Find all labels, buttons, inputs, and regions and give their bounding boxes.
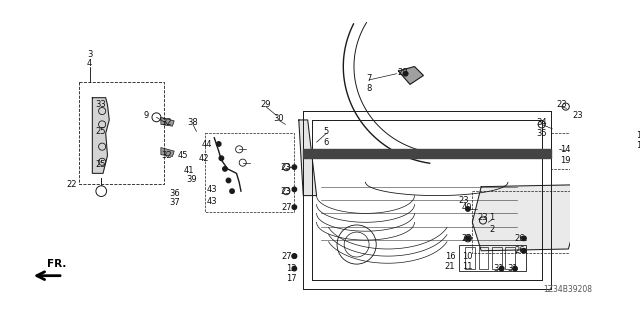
Bar [459, 244, 525, 271]
Circle shape [292, 266, 296, 271]
Text: 23: 23 [556, 100, 566, 109]
Text: 1: 1 [489, 213, 495, 222]
Text: 13: 13 [636, 131, 640, 140]
Text: 22: 22 [67, 180, 77, 189]
Text: 30: 30 [273, 114, 284, 123]
Circle shape [292, 205, 296, 209]
Text: 25: 25 [95, 127, 106, 136]
Circle shape [227, 178, 231, 183]
Bar [465, 247, 475, 268]
Text: 11: 11 [461, 262, 472, 271]
Text: 23: 23 [458, 196, 468, 204]
Text: 19: 19 [561, 156, 571, 164]
Text: 18: 18 [636, 141, 640, 150]
Text: 43: 43 [206, 197, 217, 206]
Text: 26: 26 [514, 234, 525, 243]
Text: 35: 35 [536, 129, 547, 138]
Text: 32: 32 [161, 118, 172, 127]
Circle shape [466, 207, 470, 211]
Text: FR.: FR. [47, 259, 67, 268]
Text: 17: 17 [286, 274, 297, 283]
Text: 44: 44 [202, 140, 212, 149]
Text: 2: 2 [489, 225, 495, 234]
Polygon shape [399, 67, 424, 84]
Bar [505, 247, 515, 268]
Text: 3: 3 [87, 51, 92, 60]
Text: 28: 28 [397, 68, 408, 77]
Text: 23: 23 [477, 213, 488, 222]
Text: 6: 6 [324, 138, 329, 147]
Text: 21: 21 [445, 262, 455, 271]
Text: 27: 27 [281, 252, 292, 260]
Text: 32: 32 [161, 151, 172, 160]
Circle shape [513, 266, 517, 271]
Text: 12: 12 [287, 264, 297, 273]
Bar [79, 82, 164, 184]
Text: 29: 29 [260, 100, 271, 109]
Text: 1Z34B39208: 1Z34B39208 [543, 284, 593, 293]
Text: 16: 16 [445, 252, 456, 260]
Polygon shape [299, 120, 317, 196]
Circle shape [499, 266, 504, 271]
Text: 27: 27 [281, 203, 292, 212]
Text: 4: 4 [87, 60, 92, 68]
Circle shape [292, 254, 296, 258]
Text: 23: 23 [280, 163, 291, 172]
Circle shape [292, 187, 296, 192]
Circle shape [522, 249, 526, 253]
Circle shape [466, 236, 470, 241]
Text: 39: 39 [187, 175, 197, 184]
Circle shape [216, 142, 221, 146]
Text: 34: 34 [536, 118, 547, 127]
Bar [479, 247, 488, 268]
Circle shape [219, 156, 223, 160]
Circle shape [230, 189, 234, 193]
Text: 10: 10 [461, 252, 472, 260]
Circle shape [292, 165, 296, 169]
Polygon shape [581, 123, 640, 162]
Circle shape [292, 254, 296, 258]
Text: 23: 23 [461, 234, 472, 243]
Circle shape [403, 71, 408, 76]
Text: 31: 31 [507, 264, 518, 273]
Text: 37: 37 [169, 198, 180, 207]
Text: 23: 23 [572, 111, 582, 120]
Text: 26: 26 [514, 246, 525, 255]
Text: 5: 5 [324, 127, 329, 136]
Circle shape [223, 167, 227, 171]
Text: 36: 36 [169, 189, 180, 198]
Bar [205, 133, 294, 212]
Polygon shape [161, 117, 174, 126]
Bar [472, 191, 572, 253]
Text: 43: 43 [206, 185, 217, 194]
Text: 25: 25 [95, 160, 106, 169]
Text: 45: 45 [178, 151, 188, 160]
Polygon shape [161, 148, 174, 156]
Text: 31: 31 [493, 264, 504, 273]
Text: 38: 38 [188, 118, 198, 127]
Text: 33: 33 [95, 100, 106, 109]
Text: 9: 9 [143, 111, 148, 120]
Polygon shape [92, 98, 109, 173]
Circle shape [522, 236, 526, 241]
Text: 14: 14 [561, 145, 571, 154]
Text: 7: 7 [367, 74, 372, 83]
Polygon shape [472, 185, 579, 251]
Text: 40: 40 [461, 203, 472, 212]
Bar [550, 133, 613, 169]
Bar [492, 247, 502, 268]
Text: 8: 8 [367, 84, 372, 93]
Text: 23: 23 [280, 187, 291, 196]
Text: 41: 41 [184, 166, 195, 175]
Text: 42: 42 [198, 154, 209, 163]
